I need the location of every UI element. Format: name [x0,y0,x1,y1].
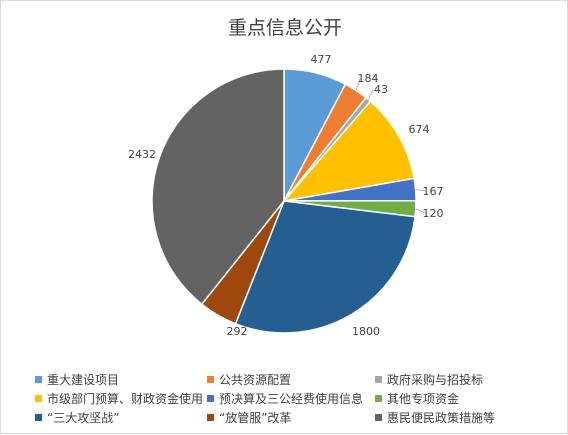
data-label: 167 [423,185,444,198]
legend-item: “放管服”改革 [207,409,375,425]
legend-swatch [207,394,214,402]
legend-label: 公共资源配置 [219,372,292,387]
legend-item: 公共资源配置 [207,371,375,387]
data-label: 674 [409,123,430,136]
legend-item: 其他专项资金 [375,390,555,406]
legend-item: 政府采购与招投标 [375,371,555,387]
leader-line [415,189,426,192]
leader-line [415,208,426,214]
legend-item: “三大攻坚战” [35,409,207,425]
legend-label: 政府采购与招投标 [387,372,484,387]
leader-line [355,78,361,91]
pie-slice [282,100,415,203]
legend-swatch [375,394,382,402]
chart-title: 重点信息公开 [227,17,342,39]
data-label: 184 [358,72,379,85]
data-label: 120 [423,207,444,220]
chart-legend: 重大建设项目 公共资源配置 政府采购与招投标市级部门预算、财政资金使用 预决算及三公经… [35,371,555,425]
legend-swatch [35,413,42,421]
legend-swatch [375,413,382,421]
legend-item: 市级部门预算、财政资金使用 [35,390,207,406]
data-label: 1800 [352,325,380,338]
legend-item: 预决算及三公经费使用信息 [207,390,375,406]
legend-swatch [207,375,214,383]
legend-swatch [35,394,42,402]
legend-label: 市级部门预算、财政资金使用 [47,391,204,406]
legend-label: “放管服”改革 [219,410,292,425]
legend-swatch [207,413,214,421]
leader-line [367,88,374,100]
data-label: 43 [374,83,388,96]
legend-item: 惠民便民政策措施等 [375,409,555,425]
data-label: 477 [311,53,332,66]
legend-swatch [35,375,42,383]
pie-slice [151,68,285,306]
data-label: 292 [227,325,248,338]
legend-label: “三大攻坚战” [47,410,120,425]
legend-label: 其他专项资金 [387,391,460,406]
data-label: 2432 [128,148,156,161]
legend-item: 重大建设项目 [35,371,207,387]
legend-label: 惠民便民政策措施等 [387,410,496,425]
legend-swatch [375,375,382,383]
legend-label: 预决算及三公经费使用信息 [219,391,364,406]
legend-label: 重大建设项目 [47,372,120,387]
pie-slice [234,200,416,334]
